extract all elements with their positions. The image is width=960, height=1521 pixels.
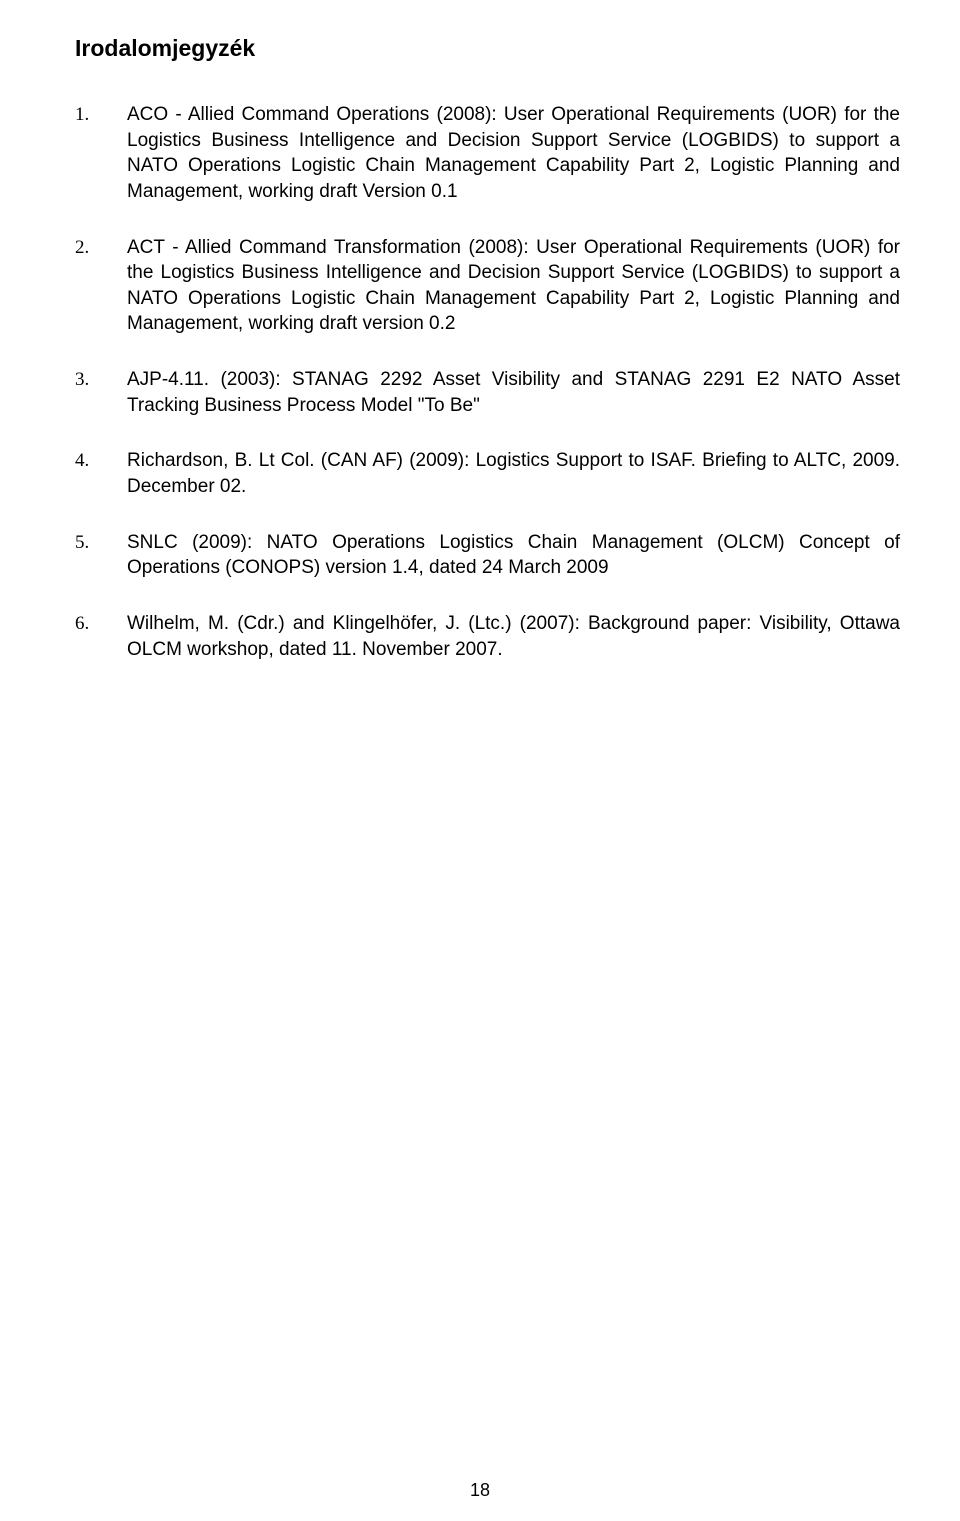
reference-text: Richardson, B. Lt Col. (CAN AF) (2009): …: [127, 448, 900, 499]
page-number: 18: [0, 1480, 960, 1501]
reference-number: 5.: [75, 530, 127, 581]
reference-item: 3. AJP-4.11. (2003): STANAG 2292 Asset V…: [75, 367, 900, 418]
reference-text: AJP-4.11. (2003): STANAG 2292 Asset Visi…: [127, 367, 900, 418]
reference-text: ACT - Allied Command Transformation (200…: [127, 235, 900, 338]
reference-number: 1.: [75, 102, 127, 205]
reference-number: 6.: [75, 611, 127, 662]
reference-item: 6. Wilhelm, M. (Cdr.) and Klingelhöfer, …: [75, 611, 900, 662]
reference-number: 3.: [75, 367, 127, 418]
reference-item: 5. SNLC (2009): NATO Operations Logistic…: [75, 530, 900, 581]
reference-item: 1. ACO - Allied Command Operations (2008…: [75, 102, 900, 205]
reference-list: 1. ACO - Allied Command Operations (2008…: [75, 102, 900, 662]
reference-text: ACO - Allied Command Operations (2008): …: [127, 102, 900, 205]
reference-number: 2.: [75, 235, 127, 338]
reference-item: 4. Richardson, B. Lt Col. (CAN AF) (2009…: [75, 448, 900, 499]
page-title: Irodalomjegyzék: [75, 35, 900, 62]
reference-item: 2. ACT - Allied Command Transformation (…: [75, 235, 900, 338]
reference-number: 4.: [75, 448, 127, 499]
reference-text: Wilhelm, M. (Cdr.) and Klingelhöfer, J. …: [127, 611, 900, 662]
reference-text: SNLC (2009): NATO Operations Logistics C…: [127, 530, 900, 581]
